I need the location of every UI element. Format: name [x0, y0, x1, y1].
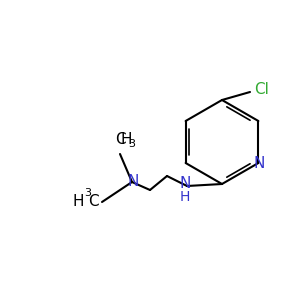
Text: H: H — [120, 133, 132, 148]
Text: N: N — [127, 173, 139, 188]
Text: H: H — [180, 190, 190, 204]
Text: H: H — [73, 194, 84, 209]
Text: C: C — [115, 133, 125, 148]
Text: 3: 3 — [128, 139, 136, 149]
Text: C: C — [88, 194, 99, 209]
Text: N: N — [179, 176, 191, 191]
Text: Cl: Cl — [255, 82, 269, 98]
Text: N: N — [254, 155, 265, 170]
Text: 3: 3 — [84, 188, 91, 198]
